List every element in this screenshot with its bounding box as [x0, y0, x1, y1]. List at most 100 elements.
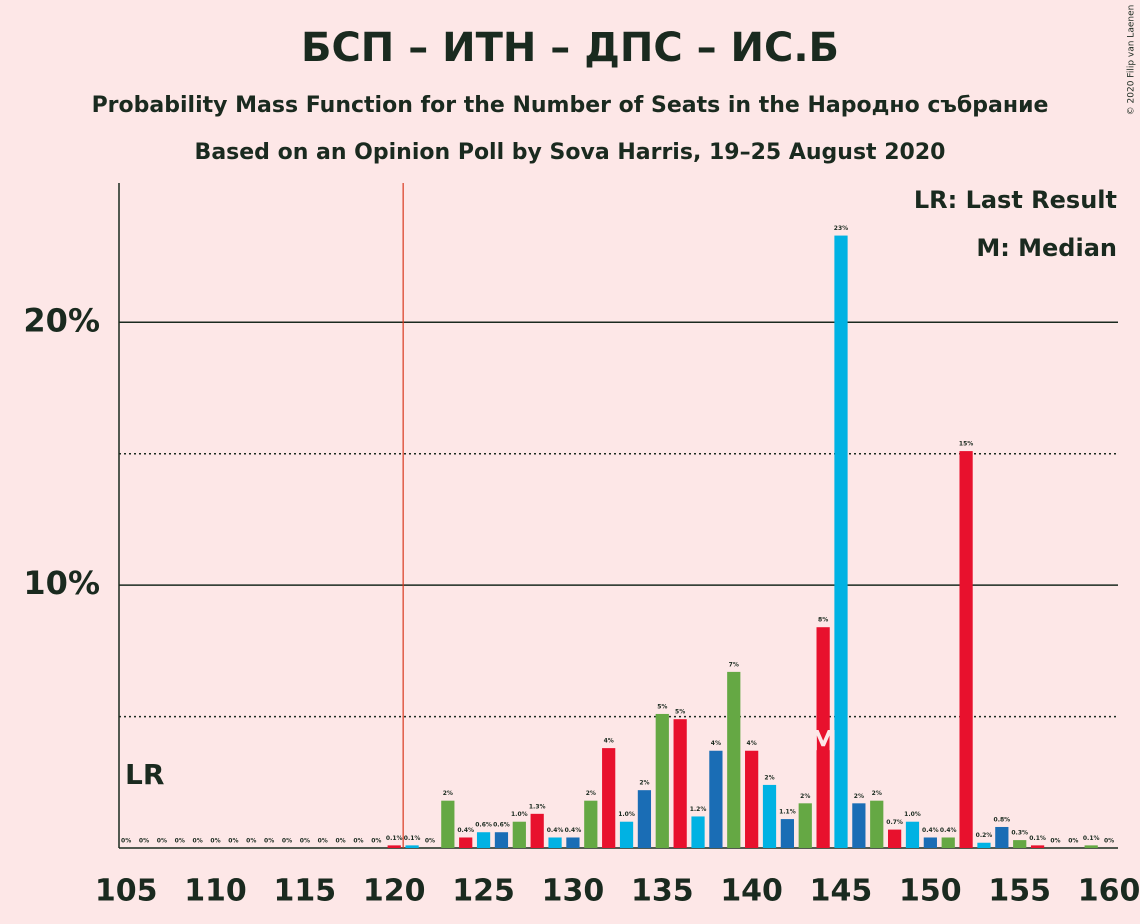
- bar: [691, 816, 705, 848]
- value-label: 0.6%: [475, 822, 492, 829]
- chart-title: БСП – ИТН – ДПС – ИС.Б: [301, 25, 839, 71]
- value-label: 4%: [711, 740, 721, 747]
- bar: [584, 800, 598, 848]
- x-tick-label: 120: [363, 874, 426, 909]
- bar: [405, 845, 419, 848]
- value-label: 4%: [747, 740, 757, 747]
- copyright: © 2020 Filip van Laenen: [1127, 5, 1137, 116]
- value-label: 0%: [246, 838, 256, 845]
- value-label: 1.3%: [529, 803, 546, 810]
- value-label: 0.6%: [493, 822, 510, 829]
- value-label: 0%: [210, 838, 220, 845]
- bar: [995, 826, 1009, 848]
- bar: [655, 713, 669, 848]
- x-tick-label: 105: [95, 874, 158, 909]
- value-label: 0%: [336, 838, 346, 845]
- bar: [459, 837, 473, 848]
- x-tick-label: 135: [631, 874, 694, 909]
- bar: [834, 235, 848, 849]
- value-label: 0%: [121, 838, 131, 845]
- value-label: 15%: [959, 441, 973, 448]
- bar: [870, 800, 884, 848]
- x-tick-label: 140: [720, 874, 783, 909]
- median-label: M: [809, 724, 837, 757]
- legend-entry: LR: Last Result: [914, 186, 1117, 214]
- bar: [905, 821, 920, 848]
- value-label: 0%: [139, 838, 149, 845]
- value-label: 0.4%: [547, 827, 564, 834]
- value-label: 4%: [604, 738, 614, 745]
- bar: [619, 821, 634, 848]
- bar: [602, 748, 616, 848]
- bar: [852, 803, 866, 848]
- value-label: 0.1%: [1029, 835, 1046, 842]
- value-label: 5%: [657, 703, 667, 710]
- x-tick-label: 115: [274, 874, 337, 909]
- x-tick-label: 150: [899, 874, 962, 909]
- value-label: 0%: [264, 838, 274, 845]
- bar: [780, 819, 794, 848]
- value-label: 0.1%: [1083, 835, 1100, 842]
- bar: [762, 784, 777, 848]
- bar: [1084, 845, 1098, 848]
- value-label: 2%: [443, 790, 453, 797]
- bar: [566, 837, 580, 848]
- value-label: 2%: [800, 793, 810, 800]
- bar: [530, 813, 544, 848]
- y-tick-label: 20%: [23, 301, 100, 339]
- value-label: 0.1%: [404, 835, 421, 842]
- value-label: 0%: [300, 838, 310, 845]
- value-label: 0.4%: [940, 827, 957, 834]
- bar: [745, 750, 759, 848]
- value-label: 0.1%: [386, 835, 403, 842]
- bar: [798, 803, 812, 848]
- value-label: 0%: [1068, 838, 1078, 845]
- value-label: 5%: [675, 709, 685, 716]
- value-label: 0%: [1104, 838, 1114, 845]
- y-tick-label: 10%: [23, 564, 100, 602]
- value-label: 2%: [854, 793, 864, 800]
- bar: [476, 832, 491, 848]
- value-label: 0.8%: [994, 816, 1011, 823]
- last-result-label: LR: [125, 758, 164, 791]
- value-label: 23%: [834, 225, 848, 232]
- value-label: 0%: [371, 838, 381, 845]
- bar: [977, 842, 991, 848]
- bar: [709, 750, 723, 848]
- value-label: 0%: [282, 838, 292, 845]
- legend-entry: M: Median: [976, 234, 1117, 262]
- chart-subtitle: Based on an Opinion Poll by Sova Harris,…: [195, 140, 946, 165]
- value-label: 0.2%: [976, 832, 993, 839]
- value-label: 1.0%: [904, 811, 921, 818]
- value-label: 2%: [639, 780, 649, 787]
- value-label: 8%: [818, 617, 828, 624]
- x-tick-label: 145: [810, 874, 873, 909]
- value-label: 7%: [729, 661, 739, 668]
- bar: [548, 837, 562, 848]
- value-label: 0%: [175, 838, 185, 845]
- bar: [959, 451, 973, 848]
- value-label: 1.0%: [511, 811, 528, 818]
- bar: [1013, 840, 1027, 848]
- value-label: 0.7%: [886, 819, 903, 826]
- value-label: 0.4%: [565, 827, 582, 834]
- value-label: 0%: [228, 838, 238, 845]
- value-label: 0.3%: [1011, 830, 1028, 837]
- bar: [637, 790, 652, 848]
- bar: [673, 719, 687, 848]
- value-label: 1.0%: [618, 811, 635, 818]
- value-label: 0%: [1050, 838, 1060, 845]
- bar: [816, 627, 830, 848]
- value-label: 0.4%: [922, 827, 939, 834]
- bar: [441, 800, 455, 848]
- value-label: 0%: [353, 838, 363, 845]
- value-label: 0%: [425, 838, 435, 845]
- value-label: 2%: [872, 790, 882, 797]
- bar: [887, 829, 902, 848]
- x-tick-label: 130: [542, 874, 605, 909]
- bar: [387, 845, 401, 848]
- value-label: 2%: [764, 774, 774, 781]
- value-label: 2%: [586, 790, 596, 797]
- bar: [512, 821, 526, 848]
